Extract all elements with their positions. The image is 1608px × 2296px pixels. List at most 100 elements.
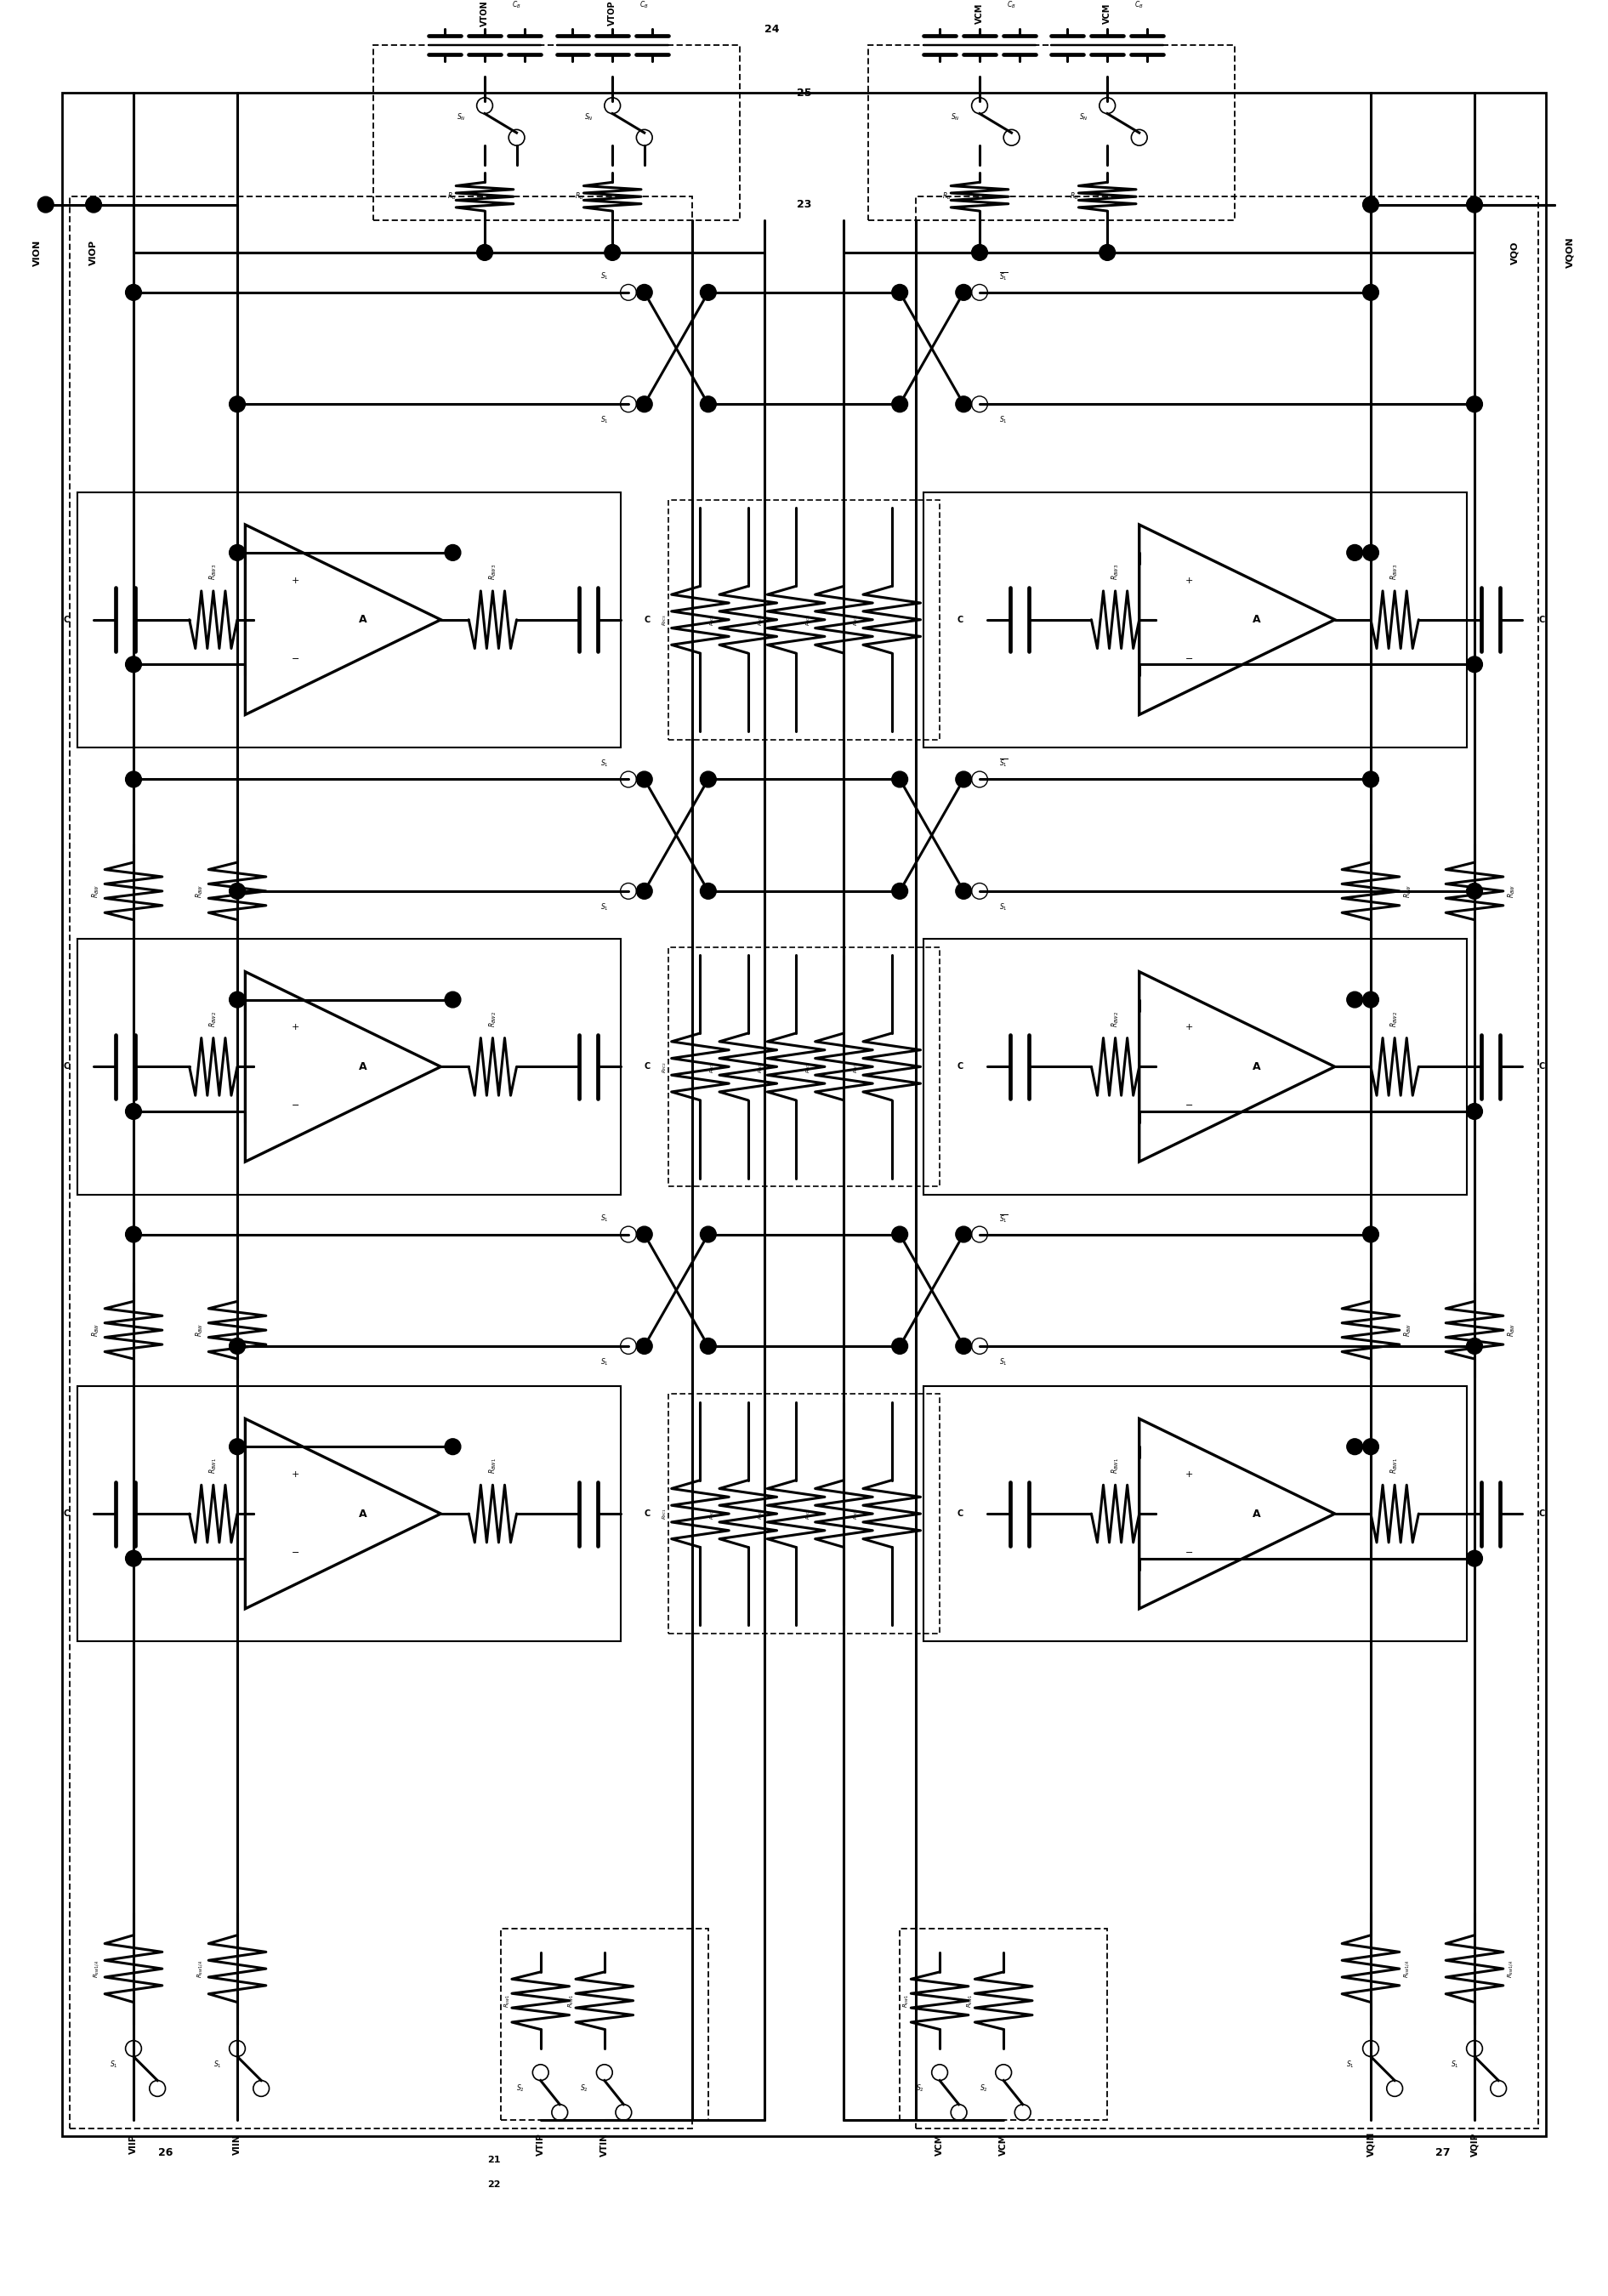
Circle shape <box>1100 243 1116 259</box>
Text: C: C <box>63 1508 69 1518</box>
Text: $R_{BW2}$: $R_{BW2}$ <box>487 1010 498 1026</box>
Text: $S_1$: $S_1$ <box>1346 2060 1356 2069</box>
Text: C: C <box>645 1063 651 1070</box>
Text: +: + <box>1185 576 1193 585</box>
Text: $R_{sw1}$: $R_{sw1}$ <box>503 1993 511 2007</box>
Text: $R_{BW}$: $R_{BW}$ <box>1402 1322 1413 1336</box>
Text: $R_{BW}$: $R_{BW}$ <box>92 1322 101 1336</box>
Circle shape <box>1362 1226 1378 1242</box>
Text: $R_{FC3}$: $R_{FC3}$ <box>661 613 669 627</box>
Circle shape <box>1466 397 1483 413</box>
Text: −: − <box>291 1102 299 1109</box>
Text: +: + <box>1185 1024 1193 1031</box>
Circle shape <box>1362 992 1378 1008</box>
Bar <box>77 939 621 1194</box>
Text: C: C <box>1539 1063 1545 1070</box>
Circle shape <box>1466 1339 1483 1355</box>
Bar <box>923 491 1466 748</box>
Text: $R_{FC3}$: $R_{FC3}$ <box>756 613 764 627</box>
Text: $R_{FC2}$: $R_{FC2}$ <box>661 1061 669 1072</box>
Text: $S_1$: $S_1$ <box>600 1357 608 1368</box>
Text: VCM: VCM <box>999 2133 1008 2156</box>
Text: +: + <box>291 576 299 585</box>
Text: 27: 27 <box>1434 2147 1450 2158</box>
Bar <box>669 501 939 739</box>
Bar <box>915 197 1539 2128</box>
Text: $R_{FC2}$: $R_{FC2}$ <box>852 1061 860 1072</box>
Circle shape <box>1466 884 1483 900</box>
Text: VQO: VQO <box>1510 241 1518 264</box>
Text: $R_{BW3}$: $R_{BW3}$ <box>1110 563 1121 581</box>
Text: VTIP: VTIP <box>537 2133 545 2156</box>
Circle shape <box>637 884 653 900</box>
Text: $R_{BW2}$: $R_{BW2}$ <box>207 1010 219 1026</box>
Circle shape <box>445 992 461 1008</box>
Text: VIOP: VIOP <box>90 239 98 266</box>
Text: VTON: VTON <box>481 0 489 25</box>
Bar <box>669 1394 939 1632</box>
Text: C: C <box>63 615 69 625</box>
Circle shape <box>699 771 716 788</box>
Text: $R_{FC1}$: $R_{FC1}$ <box>661 1508 669 1520</box>
Text: A: A <box>359 1508 367 1520</box>
Circle shape <box>605 243 621 259</box>
Text: VCM: VCM <box>976 2 984 23</box>
Text: $R_{sw1/A}$: $R_{sw1/A}$ <box>196 1961 206 1977</box>
Text: $R_{BW3}$: $R_{BW3}$ <box>487 563 498 581</box>
Circle shape <box>955 397 971 413</box>
Text: $\overline{S_1}$: $\overline{S_1}$ <box>999 271 1008 282</box>
Text: $S_2$: $S_2$ <box>915 2082 923 2094</box>
Text: A: A <box>1253 613 1261 625</box>
Circle shape <box>1466 197 1483 214</box>
Text: $S_1$: $S_1$ <box>1000 902 1008 912</box>
Circle shape <box>892 771 909 788</box>
Text: $R_B$: $R_B$ <box>447 191 457 202</box>
Circle shape <box>230 544 246 560</box>
Text: $S_1$: $S_1$ <box>1000 416 1008 425</box>
Text: −: − <box>1185 1548 1193 1557</box>
Text: C: C <box>63 1063 69 1070</box>
Circle shape <box>892 1226 909 1242</box>
Text: $R_{FC1}$: $R_{FC1}$ <box>852 1508 860 1520</box>
Circle shape <box>1362 544 1378 560</box>
Circle shape <box>125 1226 142 1242</box>
Bar <box>923 939 1466 1194</box>
Circle shape <box>892 285 909 301</box>
Text: A: A <box>359 1061 367 1072</box>
Circle shape <box>1466 1104 1483 1120</box>
Bar <box>373 46 740 220</box>
Text: $R_{FC2}$: $R_{FC2}$ <box>756 1061 764 1072</box>
Text: $S_1$: $S_1$ <box>600 416 608 425</box>
Text: $R_B$: $R_B$ <box>1069 191 1079 202</box>
Text: −: − <box>1185 654 1193 664</box>
Text: A: A <box>1253 1061 1261 1072</box>
Text: −: − <box>291 654 299 664</box>
Text: 23: 23 <box>796 200 812 211</box>
Text: C: C <box>1539 1508 1545 1518</box>
Text: 24: 24 <box>765 23 780 34</box>
Text: $R_{FC1}$: $R_{FC1}$ <box>756 1508 764 1520</box>
Text: $S_2$: $S_2$ <box>580 2082 589 2094</box>
Text: $R_{BW}$: $R_{BW}$ <box>1507 1322 1516 1336</box>
Text: $S_2$: $S_2$ <box>979 2082 987 2094</box>
Text: 22: 22 <box>487 2179 500 2188</box>
Circle shape <box>637 397 653 413</box>
Text: 25: 25 <box>796 87 812 99</box>
Circle shape <box>230 1440 246 1456</box>
Text: $S_1$: $S_1$ <box>600 1212 608 1224</box>
Text: +: + <box>291 1469 299 1479</box>
Text: $R_{BW1}$: $R_{BW1}$ <box>487 1458 498 1474</box>
Text: $S_N$: $S_N$ <box>457 113 465 122</box>
Text: $S_1$: $S_1$ <box>1000 1357 1008 1368</box>
Circle shape <box>1362 1440 1378 1456</box>
Bar <box>900 1929 1108 2122</box>
Text: $R_B$: $R_B$ <box>574 191 584 202</box>
Text: VCM: VCM <box>1103 2 1111 23</box>
Circle shape <box>1348 1440 1362 1456</box>
Circle shape <box>125 657 142 673</box>
Text: $R_{BW1}$: $R_{BW1}$ <box>1110 1458 1121 1474</box>
Text: $R_{BW}$: $R_{BW}$ <box>195 1322 206 1336</box>
Circle shape <box>637 1226 653 1242</box>
Circle shape <box>1348 992 1362 1008</box>
Text: $\overline{S_1}$: $\overline{S_1}$ <box>999 758 1008 769</box>
